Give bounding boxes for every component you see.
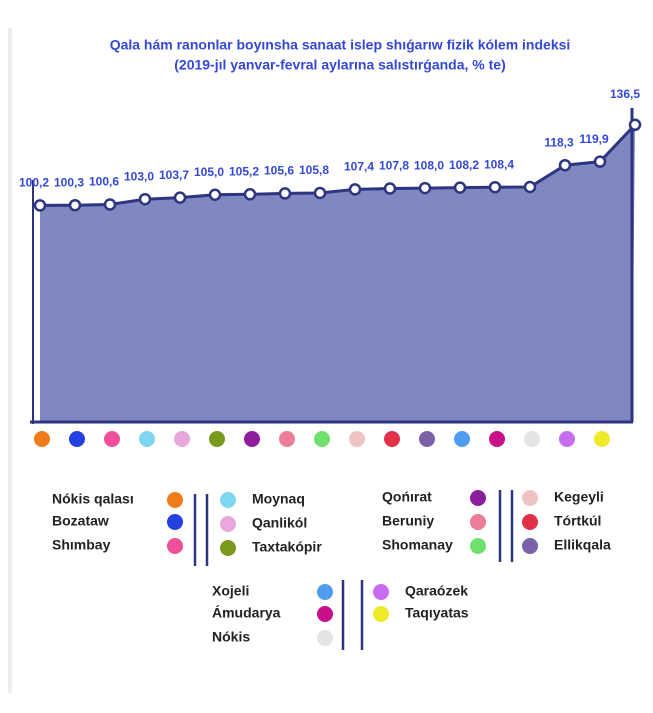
- legend-dot: [167, 514, 183, 530]
- legend-label: Beruniy: [382, 513, 434, 529]
- category-dot: [104, 431, 120, 447]
- value-label: 100,2: [19, 176, 49, 190]
- point: [488, 180, 502, 194]
- category-dot: [594, 431, 610, 447]
- value-label: 103,0: [124, 169, 154, 183]
- chart-subtitle: (2019-jıl yanvar-fevral aylarına salıstı…: [174, 57, 506, 73]
- category-dot: [139, 431, 155, 447]
- value-label: 108,4: [484, 157, 514, 171]
- legend-separators: [193, 490, 514, 650]
- legend-dot: [373, 606, 389, 622]
- legend-dot: [522, 514, 538, 530]
- point: [313, 186, 327, 200]
- point: [453, 181, 467, 194]
- category-dot: [244, 431, 260, 447]
- category-dot: [419, 431, 435, 447]
- legend-label: Nókis: [212, 629, 250, 645]
- legend-dot: [522, 538, 538, 554]
- legend-label: Tórtkúl: [554, 513, 601, 529]
- point: [558, 158, 572, 172]
- legend-dot: [167, 492, 183, 508]
- point: [278, 187, 292, 200]
- point: [383, 182, 397, 195]
- legend-dot: [317, 584, 333, 600]
- legend-label: Ellikqala: [554, 537, 611, 553]
- legend-dot: [317, 630, 333, 646]
- point: [33, 199, 47, 212]
- point: [628, 118, 642, 132]
- legend-label: Qaraózek: [405, 583, 468, 599]
- category-dot: [524, 431, 540, 447]
- point: [68, 198, 82, 212]
- value-label: 100,3: [54, 175, 84, 189]
- value-label: 100,6: [89, 175, 119, 189]
- value-label: 105,6: [264, 164, 294, 178]
- value-label: 105,8: [299, 163, 329, 177]
- category-dot: [174, 431, 190, 447]
- category-dot: [454, 431, 470, 447]
- legend-dot: [220, 516, 236, 532]
- category-dot: [384, 431, 400, 447]
- category-dot: [279, 431, 295, 447]
- point: [418, 181, 432, 195]
- legend-dot: [317, 606, 333, 622]
- value-label: 103,7: [159, 168, 189, 182]
- point: [593, 155, 607, 168]
- point: [243, 188, 257, 201]
- legend-dot: [167, 538, 183, 554]
- category-dot: [34, 431, 50, 447]
- legend-label: Taxtakópir: [252, 539, 322, 555]
- legend-dot: [522, 490, 538, 506]
- point: [173, 191, 187, 204]
- value-label: 105,0: [194, 165, 224, 179]
- legend-dot: [220, 540, 236, 556]
- category-dot: [349, 431, 365, 447]
- legend-label: Shomanay: [382, 537, 453, 553]
- legend-dot: [373, 584, 389, 600]
- value-label: 108,2: [449, 158, 479, 172]
- legend-dot: [470, 538, 486, 554]
- value-label: 108,0: [414, 158, 444, 172]
- legend-label: Shımbay: [52, 537, 111, 553]
- value-label: 136,5: [610, 87, 640, 101]
- legend-label: Taqıyatas: [405, 605, 469, 621]
- area: [40, 124, 635, 423]
- category-dot: [489, 431, 505, 447]
- legend-label: Xojeli: [212, 583, 249, 599]
- chart-title: Qala hám ranonlar boyınsha sanaat islep …: [110, 37, 571, 53]
- point: [348, 183, 362, 196]
- legend-dot: [220, 492, 236, 508]
- value-label: 107,8: [379, 159, 409, 173]
- legend-label: Qanlikól: [252, 515, 307, 531]
- legend-label: Bozataw: [52, 513, 109, 529]
- legend-label: Qońırat: [382, 489, 432, 505]
- legend-label: Ámudarya: [212, 605, 281, 621]
- legend-dot: [470, 490, 486, 506]
- category-dot: [69, 431, 85, 447]
- point: [103, 198, 117, 211]
- value-label: 118,3: [544, 135, 574, 149]
- point: [208, 188, 222, 201]
- page-border: [8, 28, 12, 693]
- value-label: 105,2: [229, 164, 259, 178]
- legend-label: Kegeyli: [554, 489, 604, 505]
- category-dot: [559, 431, 575, 447]
- point: [138, 192, 152, 206]
- point: [523, 180, 537, 194]
- value-label: 119,9: [579, 132, 609, 146]
- value-label: 107,4: [344, 160, 374, 174]
- legend-dot: [470, 514, 486, 530]
- legend-label: Moynaq: [252, 491, 305, 507]
- legend-label: Nókis qalası: [52, 491, 134, 507]
- category-dot: [209, 431, 225, 447]
- category-dot: [314, 431, 330, 447]
